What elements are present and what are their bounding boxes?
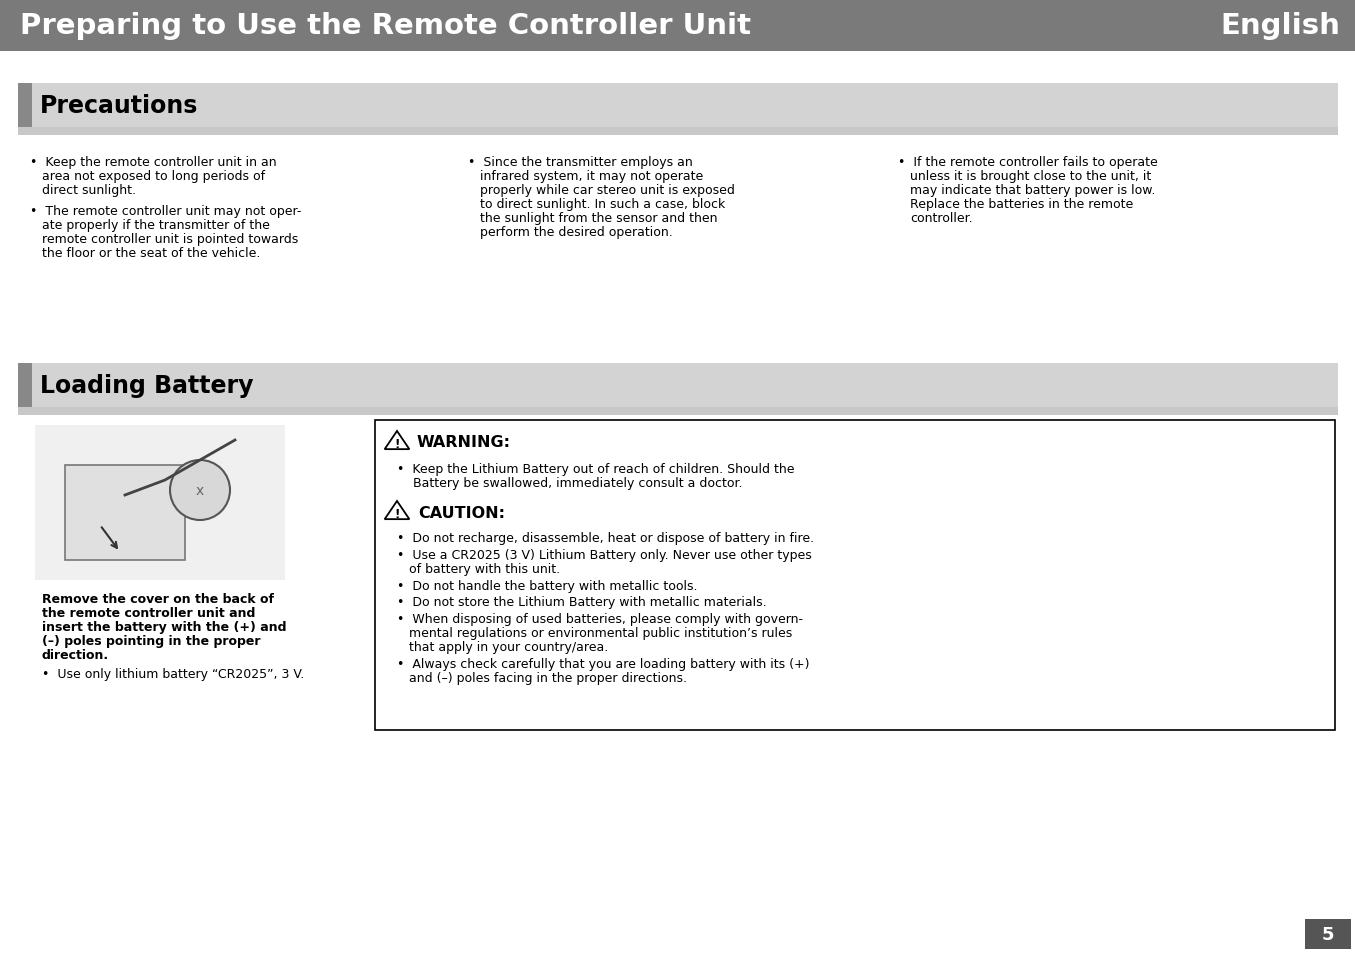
Text: mental regulations or environmental public institution’s rules: mental regulations or environmental publ… xyxy=(409,626,793,639)
Text: Remove the cover on the back of: Remove the cover on the back of xyxy=(42,593,274,605)
Bar xyxy=(65,465,186,560)
Text: !: ! xyxy=(394,508,400,520)
Text: •  Do not store the Lithium Battery with metallic materials.: • Do not store the Lithium Battery with … xyxy=(397,596,767,609)
Text: CAUTION:: CAUTION: xyxy=(417,505,505,520)
Text: Battery be swallowed, immediately consult a doctor.: Battery be swallowed, immediately consul… xyxy=(397,476,743,490)
Text: direction.: direction. xyxy=(42,648,110,661)
Text: direct sunlight.: direct sunlight. xyxy=(42,184,136,196)
Text: the remote controller unit and: the remote controller unit and xyxy=(42,606,255,619)
Text: area not exposed to long periods of: area not exposed to long periods of xyxy=(42,170,266,183)
Text: of battery with this unit.: of battery with this unit. xyxy=(409,562,560,576)
Text: perform the desired operation.: perform the desired operation. xyxy=(480,226,672,239)
Text: to direct sunlight. In such a case, block: to direct sunlight. In such a case, bloc… xyxy=(480,198,725,211)
Text: •  The remote controller unit may not oper-: • The remote controller unit may not ope… xyxy=(30,205,301,218)
Bar xyxy=(18,364,33,408)
Bar xyxy=(18,84,1337,128)
Text: 5: 5 xyxy=(1321,925,1335,943)
Text: the floor or the seat of the vehicle.: the floor or the seat of the vehicle. xyxy=(42,247,260,260)
Text: !: ! xyxy=(394,437,400,451)
Text: unless it is brought close to the unit, it: unless it is brought close to the unit, … xyxy=(911,170,1152,183)
Bar xyxy=(18,128,1337,136)
Bar xyxy=(18,408,1337,416)
Bar xyxy=(1305,919,1351,949)
Text: controller.: controller. xyxy=(911,212,973,225)
Text: •  Keep the Lithium Battery out of reach of children. Should the: • Keep the Lithium Battery out of reach … xyxy=(397,462,794,476)
Text: insert the battery with the (+) and: insert the battery with the (+) and xyxy=(42,620,286,634)
Text: ate properly if the transmitter of the: ate properly if the transmitter of the xyxy=(42,219,270,232)
Text: Replace the batteries in the remote: Replace the batteries in the remote xyxy=(911,198,1133,211)
Circle shape xyxy=(169,460,230,520)
Bar xyxy=(375,420,1335,730)
Text: infrared system, it may not operate: infrared system, it may not operate xyxy=(480,170,703,183)
Bar xyxy=(18,84,33,128)
Text: Loading Battery: Loading Battery xyxy=(41,374,253,397)
Text: (–) poles pointing in the proper: (–) poles pointing in the proper xyxy=(42,635,260,647)
Text: remote controller unit is pointed towards: remote controller unit is pointed toward… xyxy=(42,233,298,246)
Text: •  Keep the remote controller unit in an: • Keep the remote controller unit in an xyxy=(30,156,276,169)
Bar xyxy=(0,0,1355,52)
Bar xyxy=(35,426,285,580)
Text: •  Do not recharge, disassemble, heat or dispose of battery in fire.: • Do not recharge, disassemble, heat or … xyxy=(397,532,814,544)
Text: •  Do not handle the battery with metallic tools.: • Do not handle the battery with metalli… xyxy=(397,579,698,592)
Bar xyxy=(18,364,1337,408)
Text: WARNING:: WARNING: xyxy=(417,435,511,450)
Text: •  When disposing of used batteries, please comply with govern-: • When disposing of used batteries, plea… xyxy=(397,613,804,625)
Text: •  If the remote controller fails to operate: • If the remote controller fails to oper… xyxy=(898,156,1157,169)
Text: English: English xyxy=(1220,12,1340,40)
Text: •  Use only lithium battery “CR2025”, 3 V.: • Use only lithium battery “CR2025”, 3 V… xyxy=(42,667,305,680)
Text: the sunlight from the sensor and then: the sunlight from the sensor and then xyxy=(480,212,718,225)
Text: •  Use a CR2025 (3 V) Lithium Battery only. Never use other types: • Use a CR2025 (3 V) Lithium Battery onl… xyxy=(397,548,812,561)
Polygon shape xyxy=(385,501,409,519)
Text: •  Always check carefully that you are loading battery with its (+): • Always check carefully that you are lo… xyxy=(397,658,809,670)
Text: properly while car stereo unit is exposed: properly while car stereo unit is expose… xyxy=(480,184,734,196)
Polygon shape xyxy=(385,432,409,450)
Text: •  Since the transmitter employs an: • Since the transmitter employs an xyxy=(467,156,692,169)
Text: x: x xyxy=(196,483,205,497)
Text: that apply in your country/area.: that apply in your country/area. xyxy=(409,640,608,654)
Text: may indicate that battery power is low.: may indicate that battery power is low. xyxy=(911,184,1156,196)
Text: Preparing to Use the Remote Controller Unit: Preparing to Use the Remote Controller U… xyxy=(20,12,751,40)
Text: and (–) poles facing in the proper directions.: and (–) poles facing in the proper direc… xyxy=(409,671,687,684)
Text: Precautions: Precautions xyxy=(41,94,198,118)
